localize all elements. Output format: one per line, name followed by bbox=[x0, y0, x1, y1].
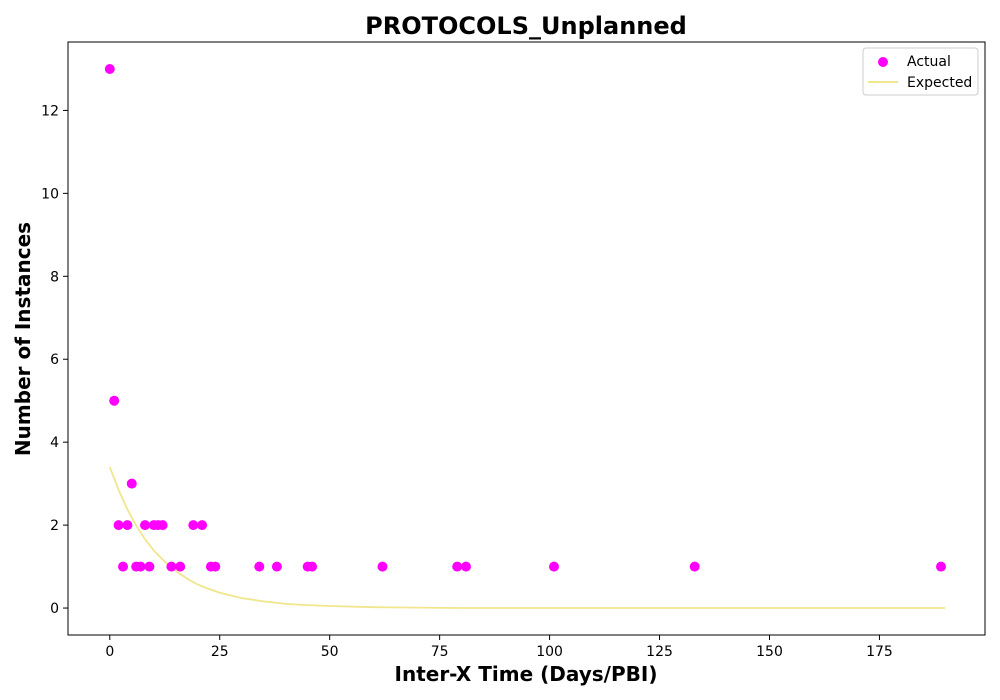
x-axis: 0 25 50 75 100 125 150 175 bbox=[105, 635, 892, 660]
chart-title: PROTOCOLS_Unplanned bbox=[365, 12, 687, 40]
x-tick-label: 50 bbox=[321, 644, 339, 660]
y-tick-label: 0 bbox=[50, 601, 59, 617]
y-tick-label: 2 bbox=[50, 518, 59, 534]
data-point-actual bbox=[118, 562, 128, 572]
x-tick-label: 75 bbox=[431, 644, 449, 660]
y-tick-label: 12 bbox=[41, 103, 59, 119]
y-tick-label: 4 bbox=[50, 435, 59, 451]
data-point-actual bbox=[166, 562, 176, 572]
data-point-actual bbox=[140, 520, 150, 530]
data-point-actual bbox=[549, 562, 559, 572]
legend: Actual Expected bbox=[863, 48, 978, 95]
data-point-actual bbox=[197, 520, 207, 530]
data-point-actual bbox=[127, 479, 137, 489]
legend-label-expected: Expected bbox=[907, 75, 972, 91]
data-point-actual bbox=[122, 520, 132, 530]
x-axis-label: Inter-X Time (Days/PBI) bbox=[395, 662, 658, 686]
data-point-actual bbox=[461, 562, 471, 572]
data-point-actual bbox=[690, 562, 700, 572]
data-point-actual bbox=[109, 396, 119, 406]
x-tick-label: 125 bbox=[646, 644, 673, 660]
data-point-actual bbox=[307, 562, 317, 572]
x-tick-label: 25 bbox=[211, 644, 229, 660]
data-point-actual bbox=[136, 562, 146, 572]
data-point-actual bbox=[936, 562, 946, 572]
x-tick-label: 150 bbox=[756, 644, 783, 660]
plot-frame bbox=[68, 42, 985, 635]
expected-series bbox=[110, 467, 946, 608]
data-point-actual bbox=[272, 562, 282, 572]
data-point-actual bbox=[158, 520, 168, 530]
y-tick-label: 10 bbox=[41, 186, 59, 202]
data-point-actual bbox=[452, 562, 462, 572]
data-point-actual bbox=[188, 520, 198, 530]
data-point-actual bbox=[144, 562, 154, 572]
data-point-actual bbox=[378, 562, 388, 572]
expected-line bbox=[110, 467, 946, 608]
x-tick-label: 100 bbox=[536, 644, 563, 660]
y-tick-label: 8 bbox=[50, 269, 59, 285]
actual-series bbox=[105, 64, 946, 572]
data-point-actual bbox=[114, 520, 124, 530]
legend-marker-actual bbox=[878, 57, 888, 67]
data-point-actual bbox=[105, 64, 115, 74]
data-point-actual bbox=[254, 562, 264, 572]
y-tick-label: 6 bbox=[50, 352, 59, 368]
legend-label-actual: Actual bbox=[907, 54, 951, 70]
x-tick-label: 175 bbox=[866, 644, 893, 660]
y-axis-label: Number of Instances bbox=[11, 222, 35, 456]
data-point-actual bbox=[175, 562, 185, 572]
data-point-actual bbox=[210, 562, 220, 572]
x-tick-label: 0 bbox=[105, 644, 114, 660]
y-axis: 0 2 4 6 8 10 12 bbox=[41, 103, 68, 617]
